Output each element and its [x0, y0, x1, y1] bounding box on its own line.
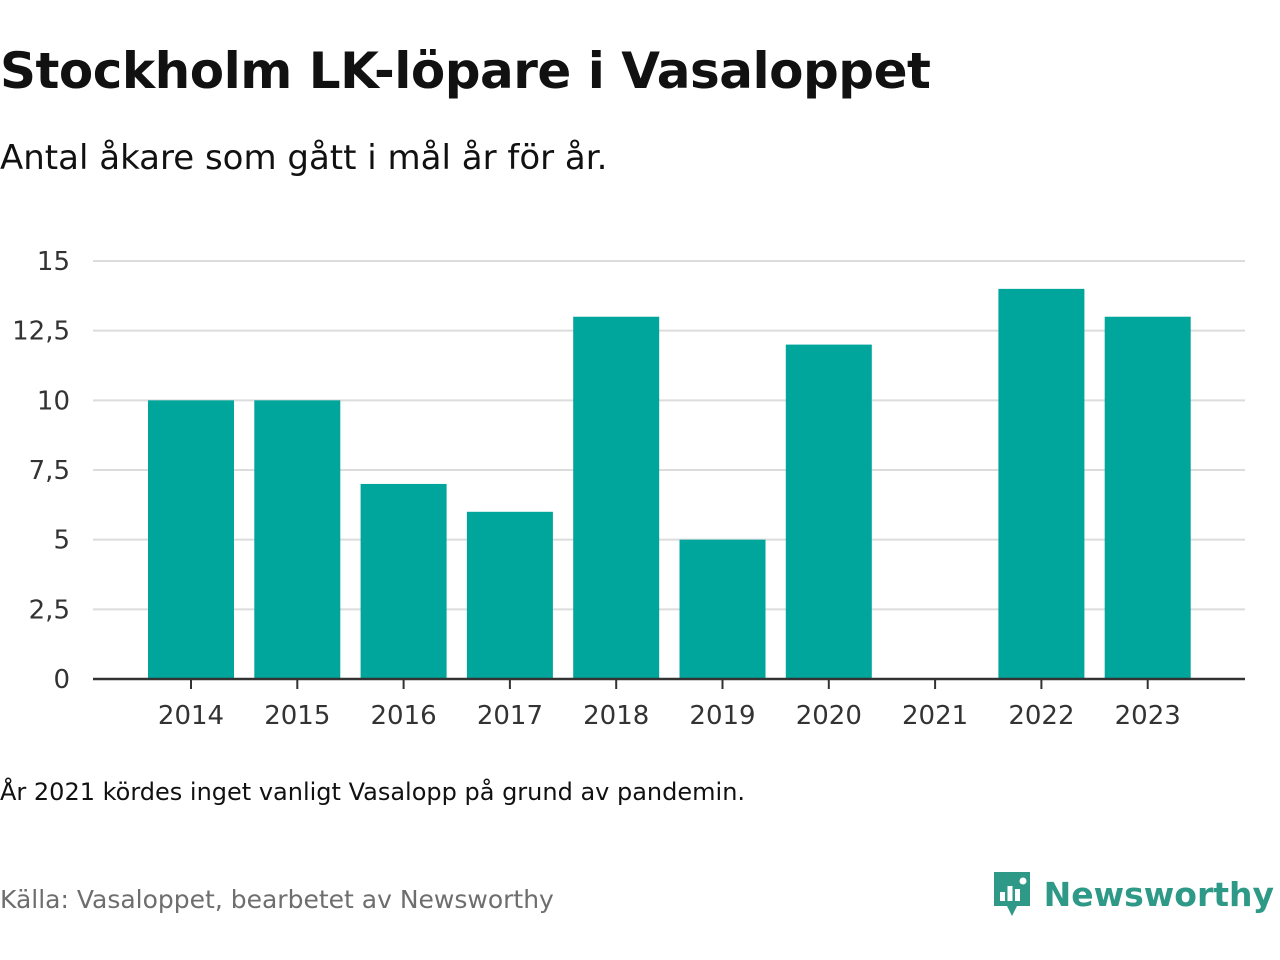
x-tick-label: 2019 — [689, 701, 755, 731]
chart-title: Stockholm LK-löpare i Vasaloppet — [0, 42, 931, 100]
x-tick-label: 2017 — [477, 701, 543, 731]
brand-logo: Newsworthy — [992, 870, 1274, 918]
chart-subtitle: Antal åkare som gått i mål år för år. — [0, 138, 608, 178]
x-tick-label: 2014 — [158, 701, 224, 731]
bar — [466, 511, 553, 679]
y-tick-label: 5 — [53, 526, 70, 556]
bar — [254, 400, 341, 679]
bar-chart: 0 2,5 5 7,5 10 12,5 15 2014 2015 2016 2017 2018 2019… — [12, 247, 1245, 731]
bar — [1104, 316, 1191, 679]
x-tick-label: 2016 — [371, 701, 437, 731]
bar — [573, 316, 660, 679]
newsworthy-logo-icon — [993, 872, 1030, 916]
y-tick-label: 10 — [37, 386, 70, 416]
bar — [148, 400, 234, 679]
chart-note: År 2021 kördes inget vanligt Vasalopp på… — [0, 778, 746, 806]
y-tick-label: 2,5 — [29, 595, 70, 625]
y-tick-label: 12,5 — [12, 317, 70, 347]
bar — [998, 288, 1085, 679]
x-tick-label: 2022 — [1008, 701, 1074, 731]
y-tick-label: 7,5 — [29, 456, 70, 486]
bar — [785, 344, 872, 679]
brand-name: Newsworthy — [1043, 874, 1274, 914]
source-text: Källa: Vasaloppet, bearbetet av Newswort… — [0, 885, 554, 914]
x-tick-label: 2021 — [902, 701, 968, 731]
y-tick-label: 15 — [37, 247, 70, 277]
y-tick-label: 0 — [53, 665, 70, 695]
x-tick-label: 2018 — [583, 701, 649, 731]
x-tick-label: 2020 — [796, 701, 862, 731]
bar — [679, 539, 766, 679]
x-tick-label: 2015 — [264, 701, 330, 731]
x-tick-label: 2023 — [1115, 701, 1181, 731]
bar — [360, 483, 447, 679]
